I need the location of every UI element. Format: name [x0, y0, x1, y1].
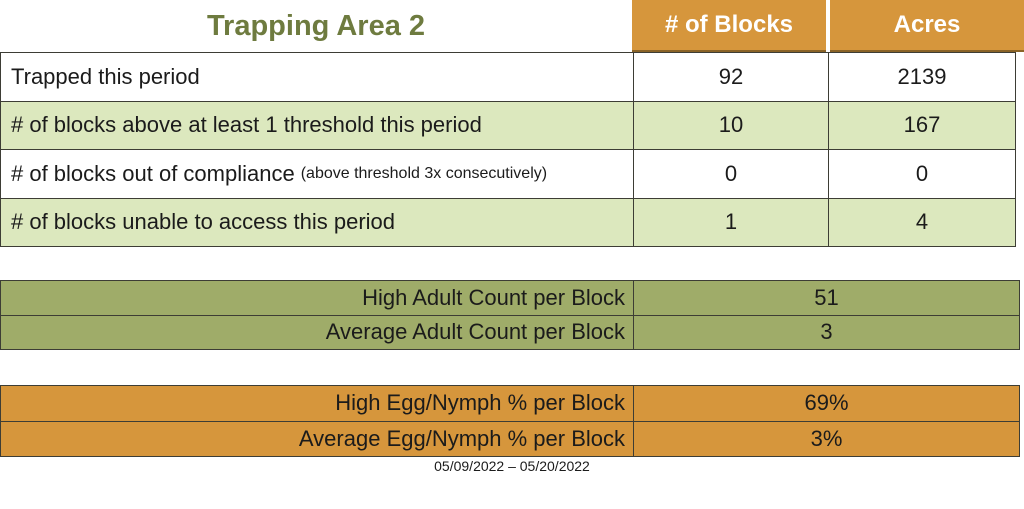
- row-label-text: Trapped this period: [11, 63, 200, 89]
- column-header-blocks: # of Blocks: [632, 0, 826, 52]
- blocks-value: 92: [633, 53, 828, 101]
- row-value: 69%: [633, 386, 1019, 421]
- page-title: Trapping Area 2: [0, 0, 632, 52]
- table-row: High Adult Count per Block 51: [1, 281, 1019, 315]
- column-header-acres: Acres: [830, 0, 1024, 52]
- row-value: 3: [633, 315, 1019, 349]
- acres-value: 4: [828, 198, 1015, 246]
- table-row: # of blocks above at least 1 threshold t…: [1, 100, 1015, 150]
- blocks-value: 1: [633, 198, 828, 246]
- row-label: # of blocks out of compliance (above thre…: [1, 150, 633, 198]
- row-label: # of blocks above at least 1 threshold t…: [1, 102, 633, 150]
- adult-count-table: High Adult Count per Block 51 Average Ad…: [0, 280, 1020, 350]
- row-label: High Egg/Nymph % per Block: [335, 390, 625, 416]
- date-range: 05/09/2022 – 05/20/2022: [434, 458, 590, 474]
- row-value: 51: [633, 281, 1019, 315]
- table-row: # of blocks unable to access this period…: [1, 197, 1015, 247]
- row-label-text: # of blocks unable to access this period: [11, 209, 396, 235]
- row-value: 3%: [633, 421, 1019, 456]
- row-label: Average Adult Count per Block: [325, 319, 625, 345]
- row-label: Trapped this period: [1, 53, 633, 101]
- table-row: Trapped this period 92 2139: [1, 53, 1015, 101]
- acres-value: 2139: [828, 53, 1015, 101]
- row-label-note: (above threshold 3x consecutively): [300, 164, 548, 182]
- blocks-value: 10: [633, 101, 828, 149]
- main-table: Trapped this period 92 2139 # of blocks …: [0, 52, 1016, 247]
- acres-value: 167: [828, 101, 1015, 149]
- row-label: # of blocks unable to access this period: [1, 199, 633, 247]
- row-label: Average Egg/Nymph % per Block: [298, 425, 625, 451]
- egg-nymph-table: High Egg/Nymph % per Block 69% Average E…: [0, 385, 1020, 457]
- table-row: # of blocks out of compliance (above thre…: [1, 149, 1015, 198]
- blocks-value: 0: [633, 150, 828, 198]
- row-label-text: # of blocks out of compliance: [11, 160, 295, 186]
- row-label-text: # of blocks above at least 1 threshold t…: [11, 112, 482, 138]
- acres-value: 0: [828, 150, 1015, 198]
- table-row: High Egg/Nymph % per Block 69%: [1, 386, 1019, 421]
- table-row: Average Egg/Nymph % per Block 3%: [1, 420, 1019, 456]
- row-label: High Adult Count per Block: [362, 284, 625, 310]
- table-row: Average Adult Count per Block 3: [1, 314, 1019, 349]
